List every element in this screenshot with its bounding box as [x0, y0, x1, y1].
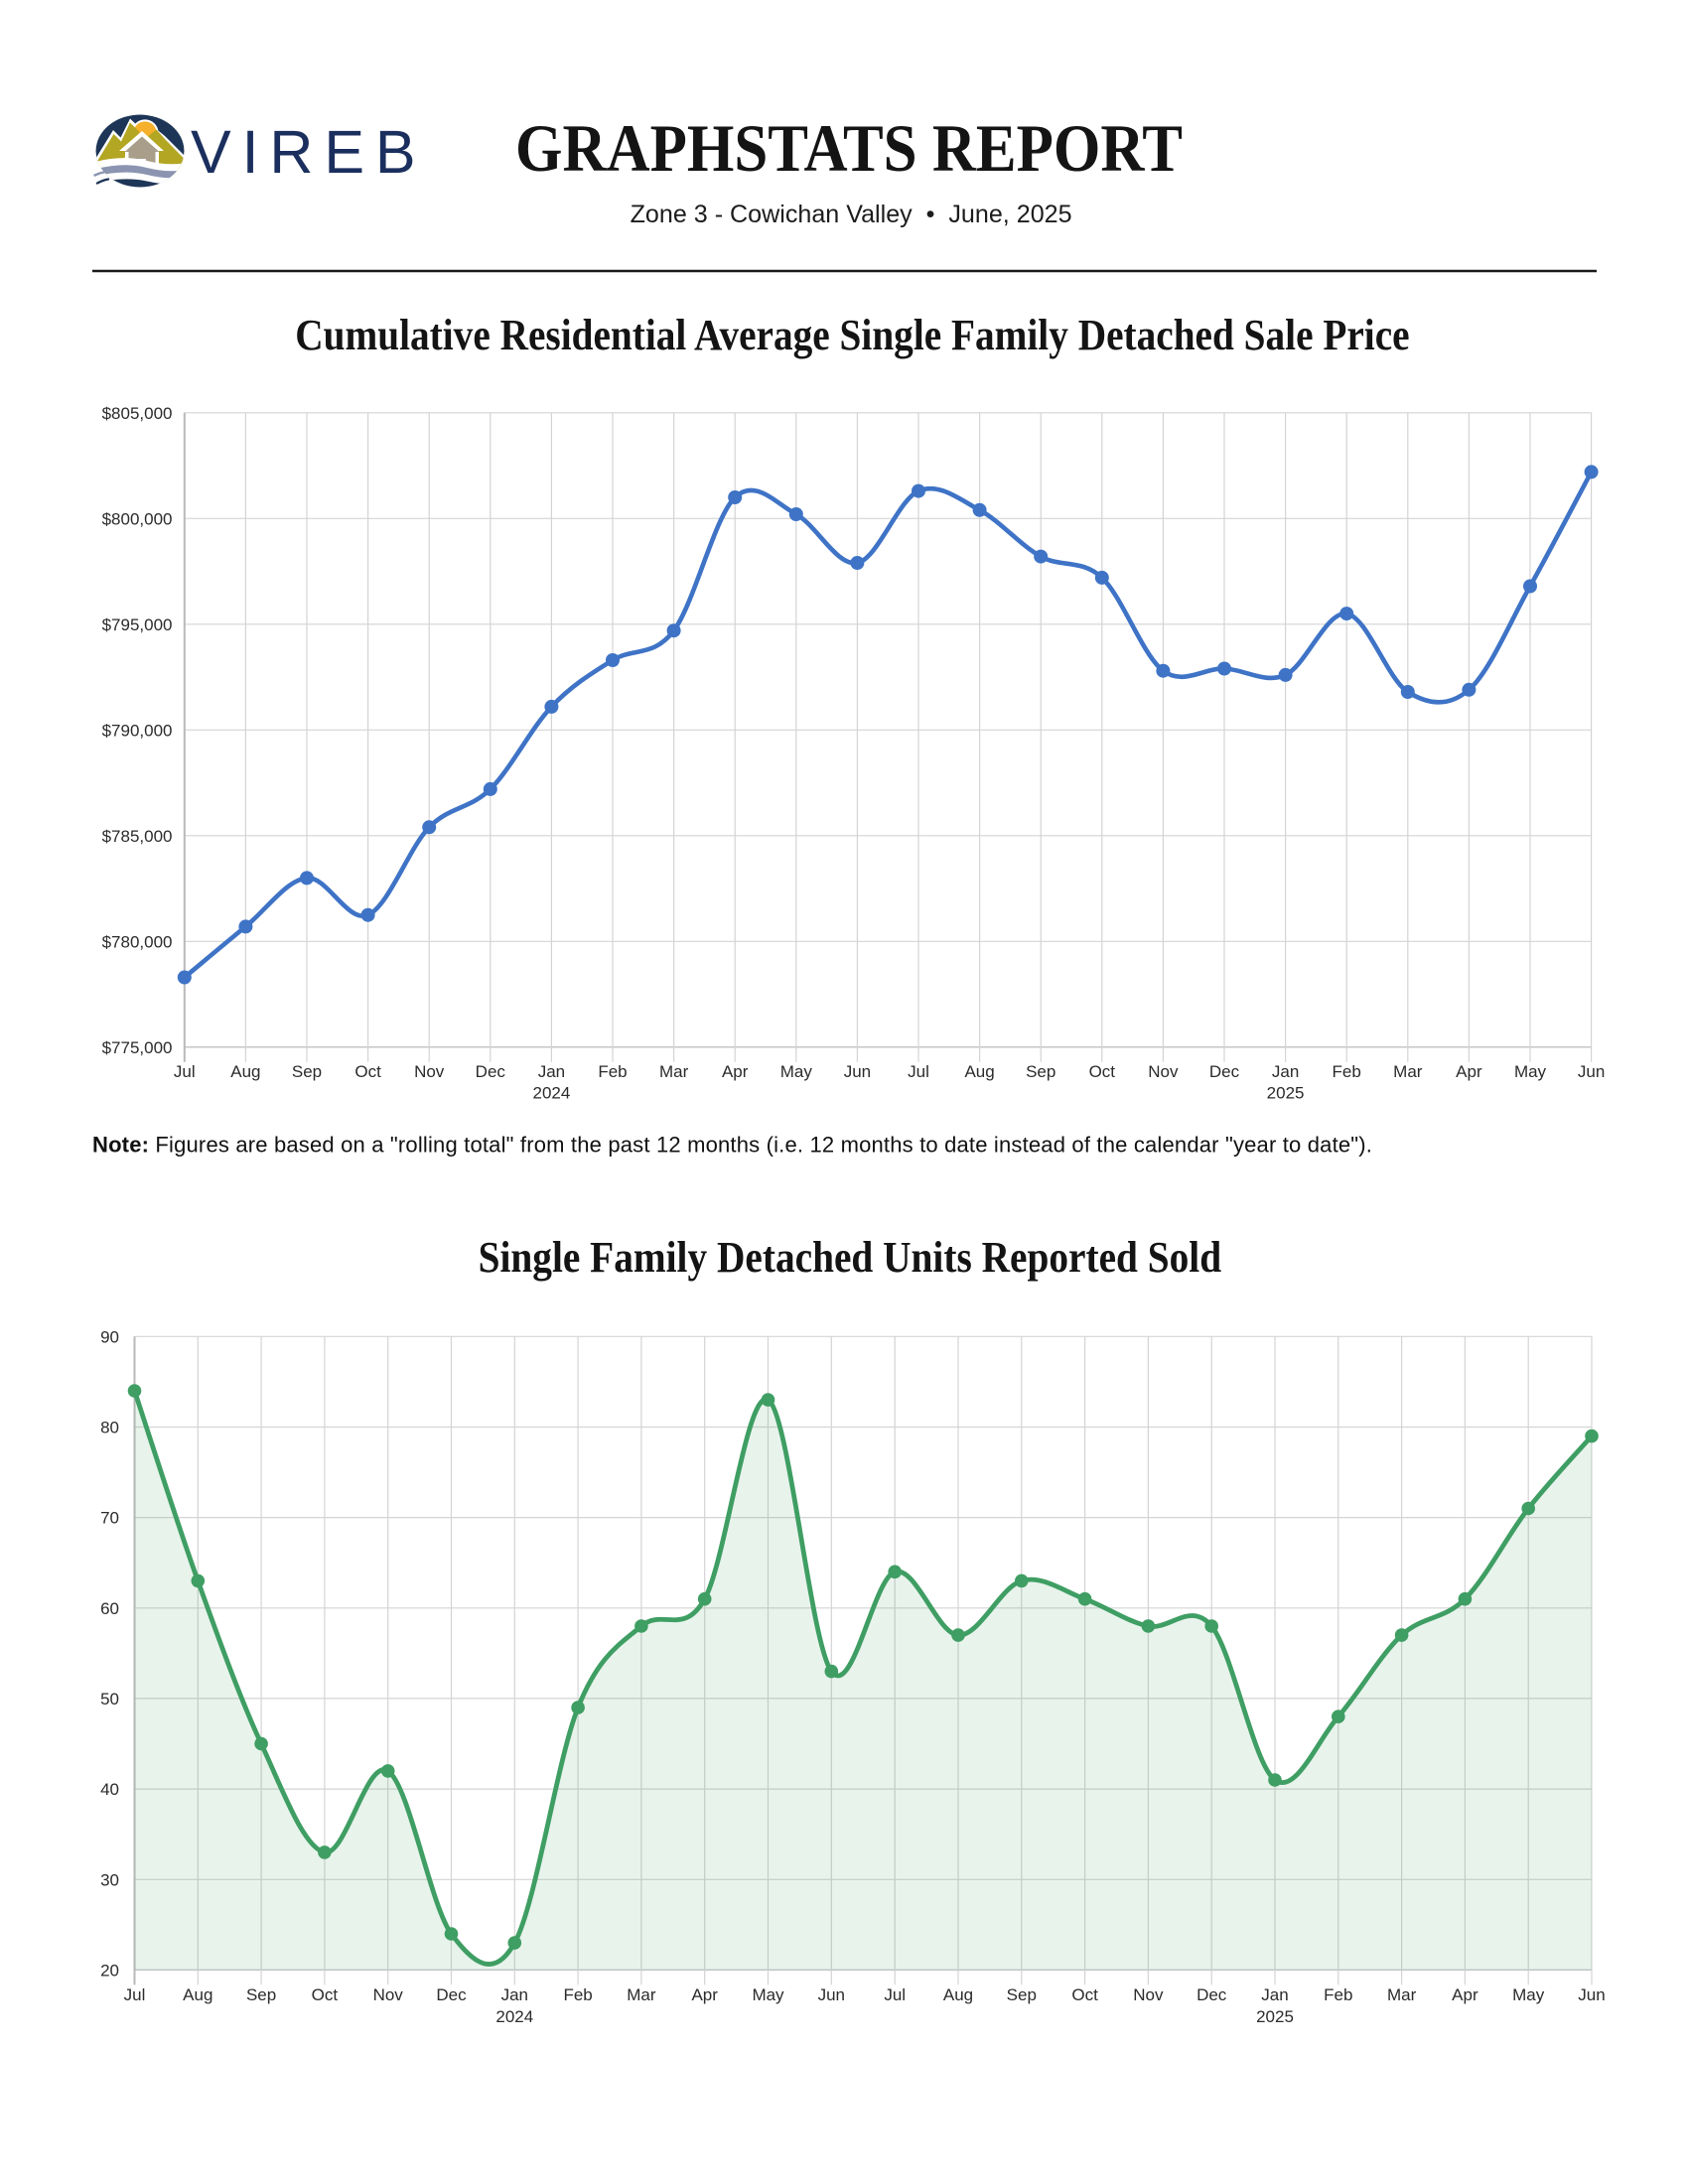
- svg-text:Feb: Feb: [598, 1062, 627, 1081]
- svg-text:Jan: Jan: [501, 1985, 528, 2004]
- svg-text:Apr: Apr: [1456, 1062, 1482, 1081]
- svg-text:Note: Figures are based on a ": Note: Figures are based on a "rolling to…: [92, 1133, 1372, 1158]
- svg-text:Jan: Jan: [1272, 1062, 1299, 1081]
- svg-text:Jun: Jun: [818, 1985, 845, 2004]
- svg-text:Oct: Oct: [1089, 1062, 1116, 1081]
- svg-text:GRAPHSTATS REPORT: GRAPHSTATS REPORT: [515, 110, 1183, 186]
- svg-text:Zone 3 - Cowichan Valley • J: Zone 3 - Cowichan Valley • June, 2025: [631, 201, 1072, 228]
- svg-text:Oct: Oct: [354, 1062, 381, 1081]
- svg-text:$780,000: $780,000: [102, 932, 173, 951]
- svg-text:Aug: Aug: [943, 1985, 973, 2004]
- svg-text:2025: 2025: [1267, 1084, 1305, 1103]
- svg-text:20: 20: [100, 1961, 119, 1979]
- svg-text:Aug: Aug: [230, 1062, 260, 1081]
- svg-text:Sep: Sep: [292, 1062, 322, 1081]
- svg-text:May: May: [1514, 1062, 1547, 1081]
- svg-text:$805,000: $805,000: [102, 404, 173, 423]
- svg-text:2025: 2025: [1256, 2007, 1294, 2026]
- svg-text:Oct: Oct: [312, 1985, 339, 2004]
- svg-text:Nov: Nov: [1133, 1985, 1164, 2004]
- svg-text:Feb: Feb: [1324, 1985, 1352, 2004]
- svg-text:Jul: Jul: [884, 1985, 906, 2004]
- svg-text:80: 80: [100, 1419, 119, 1437]
- svg-text:Jul: Jul: [174, 1062, 196, 1081]
- svg-text:May: May: [780, 1062, 813, 1081]
- svg-text:Jun: Jun: [1578, 1985, 1605, 2004]
- svg-text:Oct: Oct: [1071, 1985, 1098, 2004]
- svg-text:$800,000: $800,000: [102, 509, 173, 528]
- svg-text:40: 40: [100, 1780, 119, 1799]
- svg-text:Dec: Dec: [436, 1985, 467, 2004]
- svg-text:May: May: [1512, 1985, 1545, 2004]
- svg-text:Mar: Mar: [659, 1062, 689, 1081]
- svg-text:Mar: Mar: [1393, 1062, 1423, 1081]
- svg-text:90: 90: [100, 1327, 119, 1346]
- svg-text:Sep: Sep: [246, 1985, 276, 2004]
- svg-text:Jun: Jun: [1578, 1062, 1605, 1081]
- svg-text:Aug: Aug: [964, 1062, 994, 1081]
- svg-text:Feb: Feb: [1333, 1062, 1361, 1081]
- svg-text:Jun: Jun: [844, 1062, 871, 1081]
- svg-text:60: 60: [100, 1599, 119, 1618]
- svg-text:50: 50: [100, 1690, 119, 1708]
- svg-text:Dec: Dec: [1209, 1062, 1240, 1081]
- svg-text:May: May: [752, 1985, 784, 2004]
- svg-text:Dec: Dec: [1196, 1985, 1227, 2004]
- svg-text:2024: 2024: [532, 1084, 570, 1103]
- svg-text:Sep: Sep: [1026, 1062, 1055, 1081]
- svg-text:Dec: Dec: [476, 1062, 506, 1081]
- svg-text:Jul: Jul: [124, 1985, 146, 2004]
- svg-text:Single Family Detached Units R: Single Family Detached Units Reported So…: [479, 1233, 1222, 1282]
- svg-text:$790,000: $790,000: [102, 721, 173, 740]
- svg-text:Apr: Apr: [722, 1062, 749, 1081]
- svg-text:2024: 2024: [495, 2007, 533, 2026]
- svg-text:Mar: Mar: [627, 1985, 656, 2004]
- svg-text:VIREB: VIREB: [191, 118, 416, 186]
- svg-text:$795,000: $795,000: [102, 615, 173, 634]
- svg-text:Jan: Jan: [1261, 1985, 1288, 2004]
- svg-text:Nov: Nov: [1148, 1062, 1179, 1081]
- svg-text:Sep: Sep: [1007, 1985, 1037, 2004]
- svg-text:Nov: Nov: [414, 1062, 445, 1081]
- svg-text:30: 30: [100, 1870, 119, 1889]
- svg-text:Apr: Apr: [691, 1985, 718, 2004]
- svg-text:Nov: Nov: [373, 1985, 404, 2004]
- svg-text:$785,000: $785,000: [102, 827, 173, 846]
- svg-text:Jul: Jul: [908, 1062, 929, 1081]
- svg-text:Apr: Apr: [1452, 1985, 1478, 2004]
- svg-text:$775,000: $775,000: [102, 1038, 173, 1057]
- svg-text:70: 70: [100, 1509, 119, 1528]
- svg-text:Cumulative Residential Average: Cumulative Residential Average Single Fa…: [295, 311, 1409, 359]
- svg-text:Feb: Feb: [563, 1985, 592, 2004]
- svg-text:Aug: Aug: [183, 1985, 212, 2004]
- svg-text:Jan: Jan: [538, 1062, 565, 1081]
- svg-text:Mar: Mar: [1387, 1985, 1417, 2004]
